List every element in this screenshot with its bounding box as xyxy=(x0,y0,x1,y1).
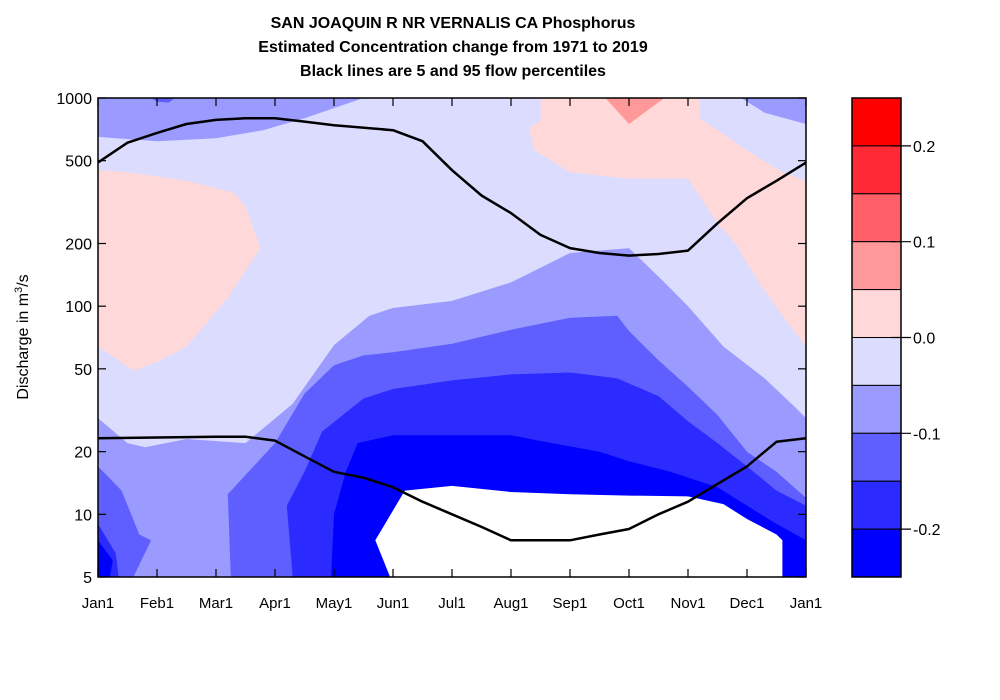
colorbar-band-4 xyxy=(851,289,902,339)
x-tick-label: Sep1 xyxy=(552,595,587,612)
colorbar-band-3 xyxy=(851,241,902,291)
x-tick-label: Oct1 xyxy=(613,595,645,612)
x-tick-label: Aug1 xyxy=(493,595,528,612)
colorbar-band-7 xyxy=(851,432,902,482)
colorbar-band-6 xyxy=(851,384,902,434)
y-tick-label: 500 xyxy=(65,154,92,171)
axes: 5 10 20 50 100 200 500 1000 Jan1 Feb1 Mar1 Apr1 May1… xyxy=(56,91,822,612)
colorbar-band-9 xyxy=(851,528,902,578)
x-tick-label: Dec1 xyxy=(729,595,764,612)
colorbar-tick-label: 0.1 xyxy=(913,235,935,252)
contour-region-13 xyxy=(98,540,113,577)
contour-region-6 xyxy=(741,98,806,124)
x-tick-label: Nov1 xyxy=(670,595,705,612)
y-tick-label: 1000 xyxy=(56,91,92,108)
x-tick-label: Jan1 xyxy=(790,595,823,612)
contour-region-1 xyxy=(98,170,261,371)
chart-title-line-3: Black lines are 5 and 95 flow percentile… xyxy=(300,63,606,80)
contour-region-3 xyxy=(605,98,665,124)
x-tick-label: Feb1 xyxy=(140,595,174,612)
colorbar: 0.2 0.1 0.0 -0.1 -0.2 xyxy=(851,97,941,578)
colorbar-tick-label: 0.0 xyxy=(913,331,935,348)
flow-percentile-line-0 xyxy=(98,116,806,257)
y-tick-label: 100 xyxy=(65,299,92,316)
y-tick-label: 5 xyxy=(83,570,92,587)
y-tick-label: 20 xyxy=(74,445,92,462)
y-tick-label: 50 xyxy=(74,362,92,379)
x-tick-label: Jun1 xyxy=(377,595,410,612)
colorbar-tick-label: -0.2 xyxy=(913,522,941,539)
colorbar-band-0 xyxy=(851,97,902,147)
x-tick-label: Mar1 xyxy=(199,595,233,612)
x-tick-label: Jan1 xyxy=(82,595,115,612)
x-tick-label: May1 xyxy=(316,595,353,612)
colorbar-band-5 xyxy=(851,337,902,386)
colorbar-tick-label: 0.2 xyxy=(913,139,935,156)
colorbar-band-8 xyxy=(851,480,902,530)
y-axis-label: Discharge in m3/s xyxy=(13,274,32,399)
y-tick-label: 10 xyxy=(74,507,92,524)
chart-title-line-2: Estimated Concentration change from 1971… xyxy=(258,39,648,56)
x-tick-label: Jul1 xyxy=(438,595,466,612)
colorbar-tick-label: -0.1 xyxy=(913,426,941,443)
contour-region-14 xyxy=(375,485,783,577)
contour-region-2 xyxy=(528,98,806,347)
colorbar-band-2 xyxy=(851,193,902,243)
flow-percentile-line-1 xyxy=(98,435,806,542)
x-tick-label: Apr1 xyxy=(259,595,291,612)
colorbar-band-1 xyxy=(851,145,902,195)
chart-title-line-1: SAN JOAQUIN R NR VERNALIS CA Phosphorus xyxy=(270,15,636,32)
flow-percentile-lines xyxy=(98,116,806,542)
y-tick-label: 200 xyxy=(65,237,92,254)
